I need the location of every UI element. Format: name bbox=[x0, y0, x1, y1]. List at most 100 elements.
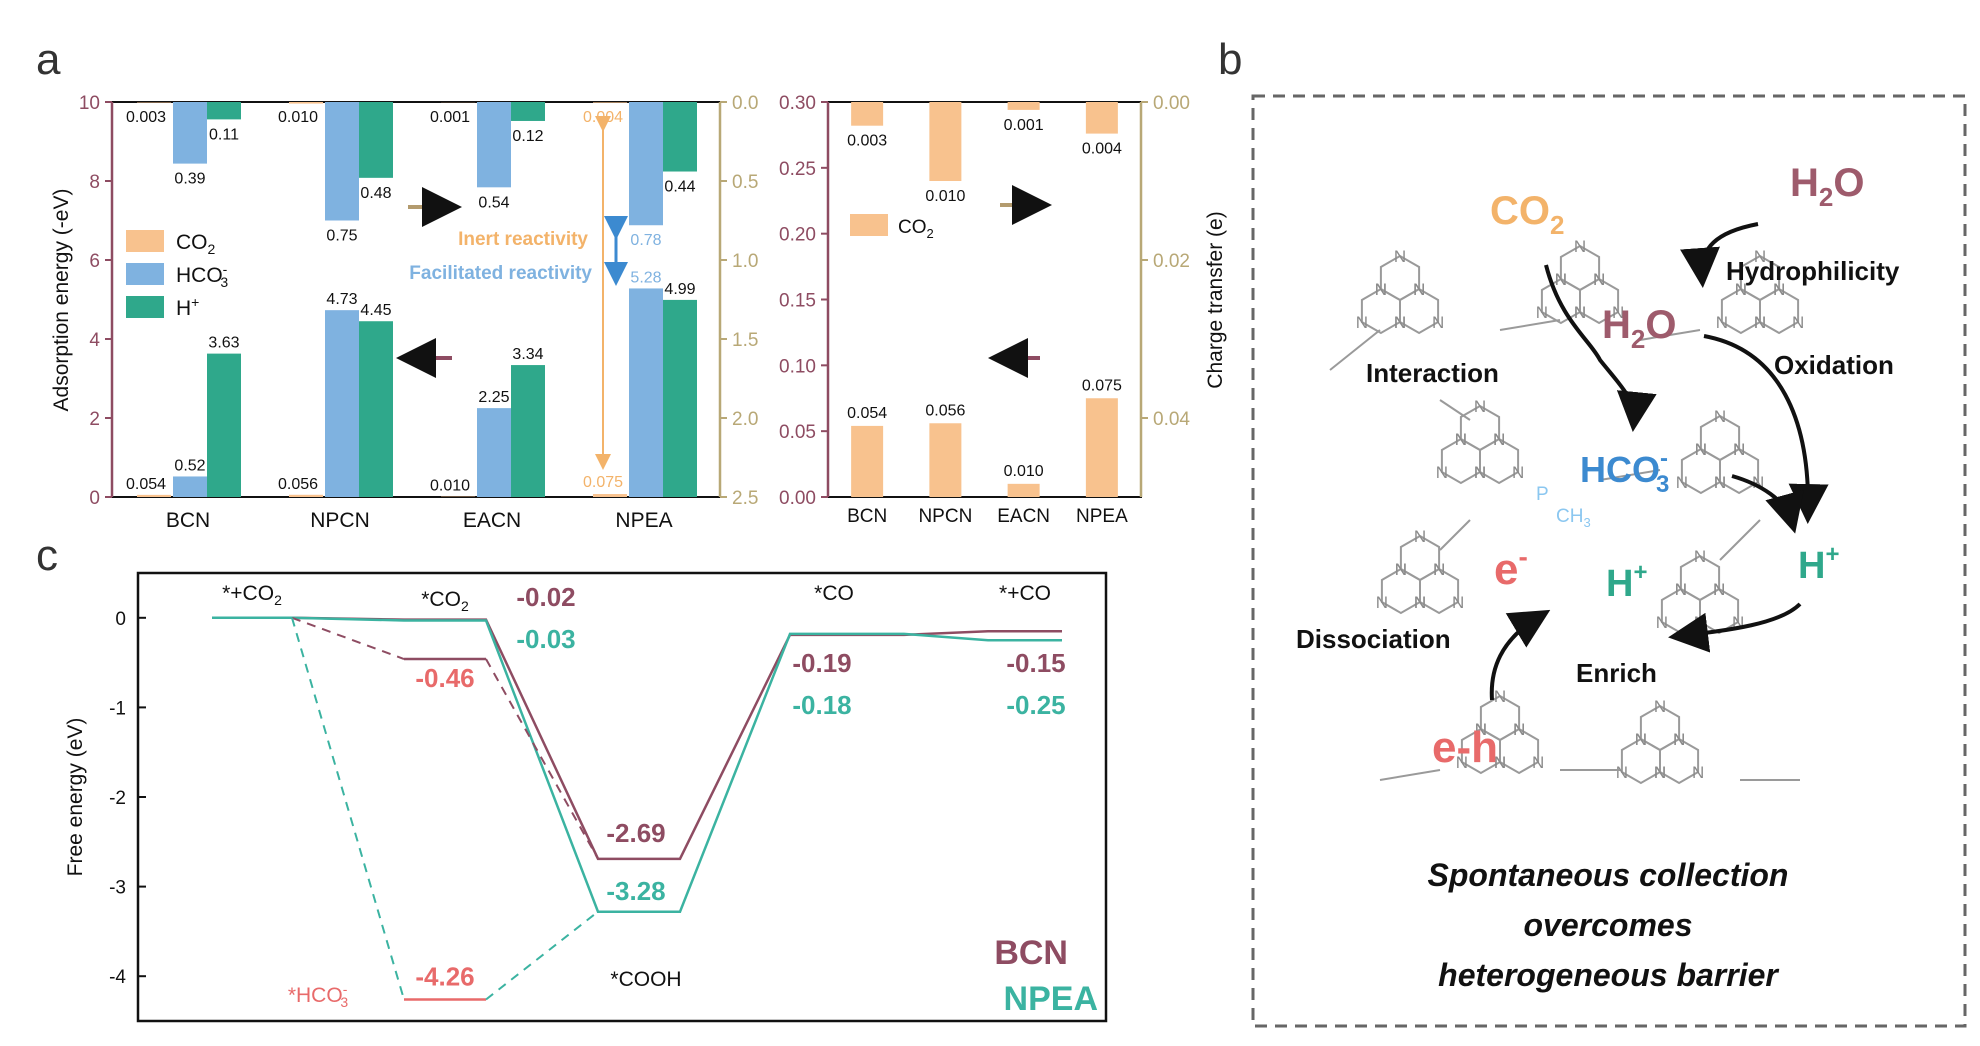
bridge-bond bbox=[1599, 469, 1661, 481]
a-left-category-label: BCN bbox=[166, 509, 210, 532]
a-left-category-label: NPCN bbox=[310, 509, 370, 532]
legend-swatch-co2-right bbox=[850, 214, 888, 236]
a-left-category-label: EACN bbox=[463, 509, 521, 532]
nitrogen-atom: N bbox=[1694, 547, 1706, 566]
caption-line-2: overcomes bbox=[1524, 907, 1693, 943]
nitrogen-atom: N bbox=[1676, 473, 1688, 492]
nitrogen-atom: N bbox=[1733, 440, 1745, 459]
a-left-topbar-label: 0.001 bbox=[430, 109, 470, 126]
a-left-bar-label: 4.45 bbox=[360, 302, 391, 319]
a-left-topbar-label: 0.78 bbox=[630, 232, 661, 249]
a-right-rtick-label: 0.00 bbox=[1153, 93, 1190, 114]
a-right-category-label: NPEA bbox=[1076, 506, 1128, 527]
label-co2: CO2 bbox=[1490, 189, 1564, 240]
c-state-label: *COOH bbox=[610, 968, 681, 991]
nitrogen-atom: N bbox=[1656, 613, 1668, 632]
legend-swatch-co2 bbox=[126, 230, 164, 252]
a-left-topbar-HCO3- charge bbox=[629, 102, 663, 226]
panel-label-a: a bbox=[36, 35, 61, 84]
c-state-label: *+CO bbox=[999, 582, 1051, 605]
label-hco3: HCO-3 bbox=[1580, 445, 1669, 498]
a-left-topbar-HCO3- charge bbox=[325, 102, 359, 221]
legend-co2-right: CO2 bbox=[898, 217, 934, 241]
nitrogen-atom: N bbox=[1713, 580, 1725, 599]
a-left-bar-CO2 bbox=[137, 494, 171, 497]
nitrogen-atom: N bbox=[1356, 313, 1368, 332]
a-right-ytick-label: 0.00 bbox=[779, 488, 816, 509]
a-left-bar-label: 3.63 bbox=[208, 335, 239, 352]
a-right-topbar-co2 bbox=[1007, 102, 1040, 110]
c-side-dash-in bbox=[291, 617, 405, 1000]
a-left-topbar-HCO3- charge bbox=[173, 102, 207, 164]
a-right-topbar-label: 0.001 bbox=[1004, 117, 1044, 134]
c-state-label: *CO bbox=[814, 582, 854, 605]
a-right-rtick-label: 0.04 bbox=[1153, 409, 1190, 430]
legend-npea: NPEA bbox=[1004, 980, 1098, 1018]
nitrogen-atom: N bbox=[1513, 720, 1525, 739]
panel-label-c: c bbox=[36, 531, 58, 580]
nitrogen-atom: N bbox=[1375, 280, 1387, 299]
a-left-ytick-label: 8 bbox=[89, 172, 100, 193]
nitrogen-atom: N bbox=[1555, 270, 1567, 289]
nitrogen-atom: N bbox=[1714, 407, 1726, 426]
a-right-category-label: NPCN bbox=[918, 506, 972, 527]
legend-bcn: BCN bbox=[994, 934, 1068, 972]
a-right-category-label: EACN bbox=[997, 506, 1050, 527]
bridge-bond bbox=[1639, 329, 1701, 341]
nitrogen-atom: N bbox=[1654, 763, 1666, 782]
a-right-topbar-co2 bbox=[929, 102, 962, 181]
a-left-ytick-label: 2 bbox=[89, 409, 100, 430]
nitrogen-atom: N bbox=[1413, 280, 1425, 299]
nitrogen-atom: N bbox=[1754, 313, 1766, 332]
a-right-bar-label: 0.054 bbox=[847, 405, 887, 422]
a-right-bar-label: 0.075 bbox=[1082, 377, 1122, 394]
a-right-category-label: BCN bbox=[847, 506, 887, 527]
chart-c-frame bbox=[136, 571, 1108, 1023]
a-right-ytick-label: 0.25 bbox=[779, 159, 816, 180]
a-left-topbar-label: 0.11 bbox=[209, 126, 239, 143]
nitrogen-atom: N bbox=[1452, 593, 1464, 612]
a-left-topbar-H+ charge bbox=[359, 102, 393, 178]
c-side-dash-out bbox=[485, 910, 599, 1001]
c-value-label: -0.03 bbox=[516, 624, 575, 654]
chart-c: 0 -1 -2 -3 -4 -0.46 -4.26 *+CO2 *CO2 *COOH *CO *+C… bbox=[64, 571, 1108, 1023]
nitrogen-atom: N bbox=[1493, 430, 1505, 449]
a-left-topbar-CO2 charge bbox=[289, 102, 323, 104]
a-left-rtick-label: 2.5 bbox=[732, 488, 758, 509]
nitrogen-atom: N bbox=[1773, 280, 1785, 299]
nitrogen-atom: N bbox=[1474, 463, 1486, 482]
nitrogen-atom: N bbox=[1635, 730, 1647, 749]
nitrogen-atom: N bbox=[1675, 580, 1687, 599]
nitrogen-atom: N bbox=[1433, 560, 1445, 579]
nitrogen-atom: N bbox=[1574, 237, 1586, 256]
annotation-facilitated: Facilitated reactivity bbox=[409, 263, 592, 284]
label-e-minus: e- bbox=[1494, 541, 1528, 594]
legend-swatch-h bbox=[126, 296, 164, 318]
label-hydrophilicity: Hydrophilicity bbox=[1726, 256, 1900, 286]
a-left-bar-CO2 bbox=[289, 494, 323, 497]
a-left-topbar-CO2 charge bbox=[593, 102, 627, 103]
label-p: P bbox=[1536, 484, 1549, 505]
a-left-bar-label: 0.056 bbox=[278, 476, 318, 493]
a-left-bar-label: 2.25 bbox=[478, 389, 509, 406]
annotation-0075: 0.075 bbox=[583, 474, 623, 491]
arrow-hco3-to-h bbox=[1731, 474, 1804, 534]
nitrogen-atom: N bbox=[1395, 560, 1407, 579]
nitrogen-atom: N bbox=[1593, 270, 1605, 289]
a-left-bar-HCO3- bbox=[477, 408, 511, 497]
a-right-topbar-label: 0.004 bbox=[1082, 141, 1122, 158]
a-left-bar-H+ bbox=[207, 353, 241, 497]
chart-a-right-ylabel-right: Charge transfer (e) bbox=[1204, 211, 1227, 388]
triazine-ring bbox=[1479, 437, 1520, 485]
a-left-ytick-label: 6 bbox=[89, 251, 100, 272]
label-ch3: CH3 bbox=[1556, 506, 1591, 530]
c-state-label: *CO2 bbox=[421, 588, 469, 614]
c-line-NPEA bbox=[212, 616, 1062, 913]
a-left-bar-label: 4.73 bbox=[326, 291, 357, 308]
bridge-bond bbox=[1329, 329, 1381, 371]
nitrogen-atom: N bbox=[1574, 303, 1586, 322]
arrow-h2o-oxidation bbox=[1703, 334, 1829, 524]
label-interaction: Interaction bbox=[1366, 358, 1499, 388]
carbon-nitride-structure: NNNNNNNNNNNNNNNNNNNNNNNNNNNNNNNNNNNNNNNN… bbox=[1329, 237, 1804, 785]
